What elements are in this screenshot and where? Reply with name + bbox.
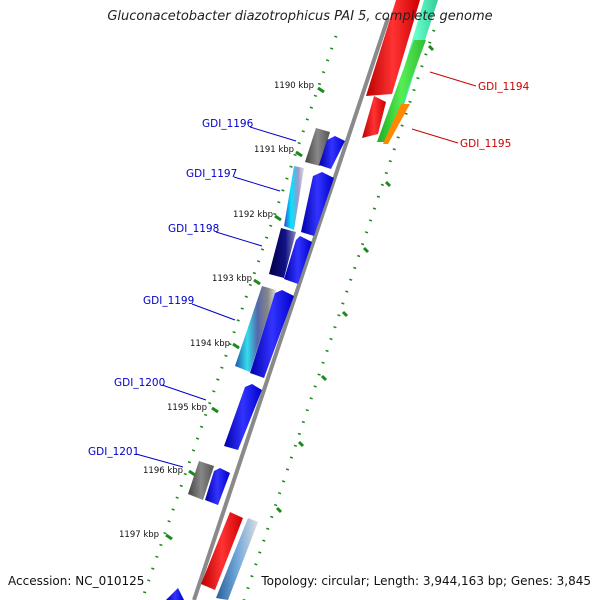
kbp-label: 1195 kbp [167,403,207,413]
gene-label-gdi-1198: GDI_1198 [168,223,219,235]
gene-blue-5 [224,384,262,450]
gene-red-bottom [201,512,243,590]
gene-blue-bottom [166,588,184,600]
gene-gdi-1196 [305,128,330,166]
kbp-label: 1197 kbp [119,530,159,540]
gene-gdi-1199 [235,286,276,372]
kbp-label: 1193 kbp [212,274,252,284]
gene-blue-1 [319,136,345,169]
kbp-label: 1196 kbp [143,466,183,476]
right-gene-labels: GDI_1194 GDI_1195 [460,81,530,150]
gene-steel-bottom [216,518,258,600]
kbp-tick-marks [165,44,435,541]
gene-label-gdi-1195: GDI_1195 [460,138,511,150]
gene-label-gdi-1196: GDI_1196 [202,118,254,130]
gene-label-gdi-1200: GDI_1200 [114,377,165,389]
kbp-label: 1192 kbp [233,210,273,220]
top-right-features [362,0,438,144]
gene-blue-2 [301,172,334,236]
gene-blue-6 [205,468,230,505]
gene-blue-4 [250,290,294,378]
gene-gdi-1198 [269,228,296,278]
accession-text: Accession: NC_010125 [8,574,145,588]
kbp-label: 1194 kbp [190,339,230,349]
kbp-label: 1190 kbp [274,81,314,91]
blue-strand-genes [205,136,345,505]
right-tick-line [242,29,436,600]
map-title: Gluconacetobacter diazotrophicus PAI 5, … [107,9,493,24]
gene-label-gdi-1201: GDI_1201 [88,446,139,458]
gene-gdi-1197 [284,166,304,230]
kbp-labels: 1190 kbp 1191 kbp 1192 kbp 1193 kbp 1194… [119,81,314,540]
genome-backbone [192,17,390,600]
left-strand-genes [166,128,330,600]
gene-label-gdi-1194: GDI_1194 [478,81,530,93]
gene-gdi-1201 [188,461,214,500]
left-gene-labels: GDI_1196 GDI_1197 GDI_1198 GDI_1199 GDI_… [88,118,254,458]
topology-text: Topology: circular; Length: 3,944,163 bp… [261,574,591,588]
gene-label-gdi-1197: GDI_1197 [186,168,237,180]
right-leader-lines [411,71,477,144]
left-leader-lines [135,126,297,468]
gene-label-gdi-1199: GDI_1199 [143,295,194,307]
kbp-label: 1191 kbp [254,145,294,155]
gene-blue-3 [284,236,312,284]
